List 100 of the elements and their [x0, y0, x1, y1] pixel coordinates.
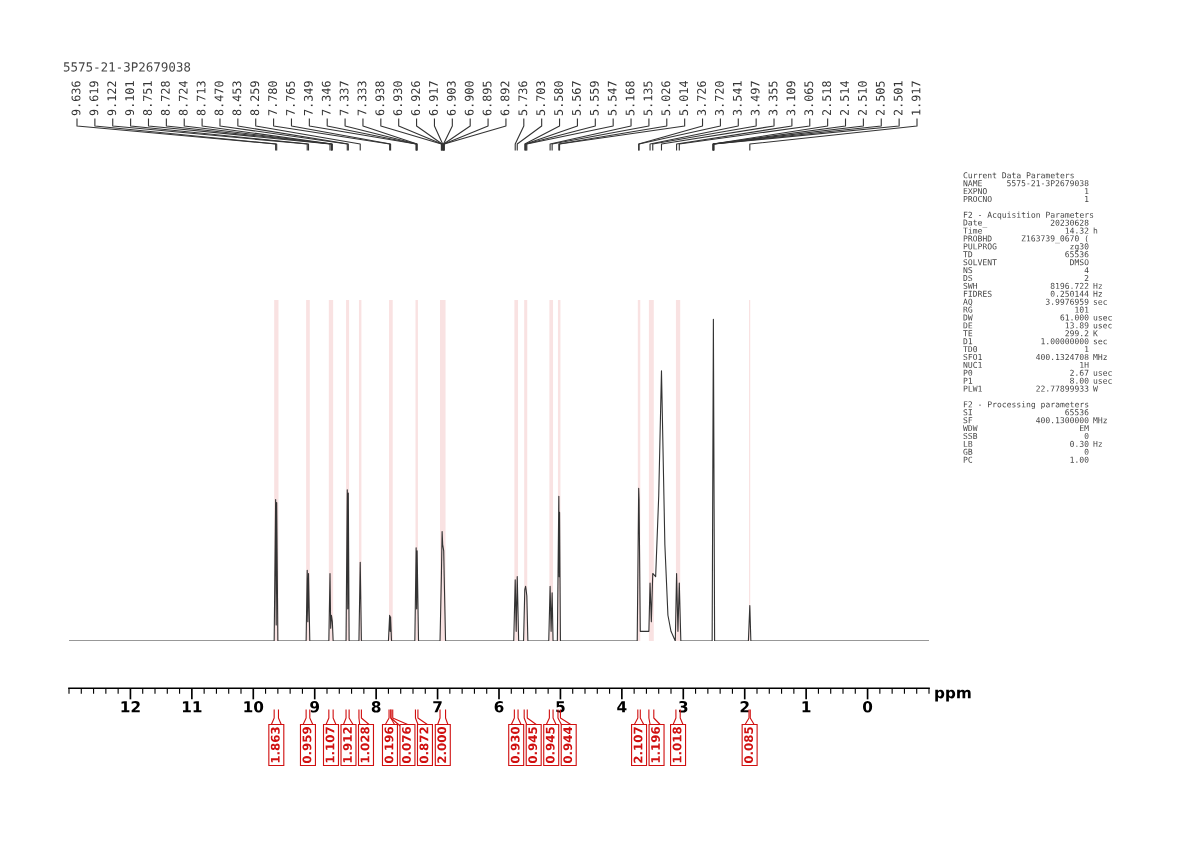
- annotation: 8.453: [232, 81, 242, 116]
- band-label: 0.196: [384, 726, 394, 764]
- band-label: 2.107: [633, 727, 643, 763]
- text: PLW1 22.77899933 W: [963, 385, 1098, 392]
- text: RG 101: [963, 306, 1089, 313]
- annotation: 2.514: [840, 81, 849, 116]
- text: SI 65536: [963, 409, 1089, 416]
- annotation: 8.259: [250, 81, 260, 116]
- annotation: 5.736: [518, 81, 528, 116]
- text: SFO1 400.1324708 MHz: [963, 353, 1107, 361]
- band-label: 0.945: [545, 727, 555, 764]
- text: F2 - Acquisition Parameters: [963, 211, 1094, 220]
- text: NUC1 1H: [963, 361, 1089, 368]
- text: P0 2.67 usec: [963, 369, 1112, 376]
- band-label: 1.018: [672, 727, 682, 763]
- text: P1 8.00 usec: [963, 377, 1112, 384]
- band-label: 2.000: [437, 726, 447, 763]
- annotation: 3.355: [768, 81, 778, 116]
- annotation: 9.636: [71, 81, 81, 116]
- text: GB 0: [963, 448, 1089, 455]
- annotation: 2.501: [893, 81, 903, 116]
- x-tick-label: 12: [121, 700, 140, 713]
- annotation: 5.026: [661, 81, 671, 116]
- annotation: 9.101: [125, 81, 135, 116]
- legend-label: 0.076: [401, 726, 411, 764]
- annotation: 5.135: [643, 81, 653, 116]
- annotation: 5.168: [625, 81, 635, 116]
- x-tick-label: 5: [556, 701, 565, 713]
- annotation: 7.337: [339, 81, 349, 116]
- text: DE 13.89 usec: [963, 322, 1112, 329]
- annotation: 3.720: [714, 81, 724, 116]
- text: LB 0.30 Hz: [963, 440, 1102, 447]
- annotation: 1.917: [911, 81, 921, 115]
- chart-title: 5575-21-3P2679038: [63, 62, 191, 72]
- text: FIDRES 0.250144 Hz: [963, 290, 1102, 297]
- annotation: 2.510: [857, 81, 867, 116]
- x-tick-label: 9: [310, 701, 320, 713]
- annotation: 7.349: [303, 81, 313, 116]
- annotation: 6.917: [428, 81, 438, 116]
- text: SWH 8196.722 Hz: [963, 282, 1102, 289]
- annotation: 6.903: [446, 81, 456, 116]
- text: PROCNO 1: [963, 195, 1089, 203]
- text: SF 400.1300000 MHz: [963, 417, 1107, 424]
- band-label: 1.863: [270, 727, 280, 763]
- text: TD0 1: [963, 346, 1089, 353]
- text: SSB 0: [963, 432, 1089, 440]
- annotation: 5.580: [554, 81, 564, 116]
- text: Current Data Parameters: [963, 172, 1074, 179]
- text: NAME 5575-21-3P2679038: [963, 180, 1089, 187]
- annotation: 6.926: [411, 81, 421, 116]
- text: Date_ 20230628: [963, 219, 1089, 228]
- annotation: 8.713: [196, 81, 206, 116]
- annotation: 7.346: [321, 81, 331, 116]
- annotation: 6.895: [482, 81, 492, 116]
- x-tick-label: 10: [244, 700, 264, 713]
- x-tick-label: 6: [494, 701, 504, 713]
- x-tick-label: 7: [433, 701, 442, 713]
- band-label: 1.107: [325, 727, 335, 763]
- annotation: 3.109: [786, 81, 796, 116]
- annotation: 5.547: [607, 81, 617, 116]
- text: Time 14.32 h: [963, 227, 1098, 234]
- band-label: 1.028: [360, 727, 370, 763]
- annotation: 3.541: [732, 81, 742, 116]
- x-tick-label: 4: [617, 701, 627, 713]
- band-label: 0.944: [563, 726, 573, 764]
- x-tick-label: 8: [371, 700, 381, 713]
- text: PULPROG zg30: [963, 243, 1089, 252]
- text: NS 4: [963, 267, 1089, 274]
- text: TD 65536: [963, 251, 1089, 258]
- annotation: 6.930: [393, 81, 403, 116]
- x-tick-label: 0: [862, 700, 873, 713]
- band-label: 0.959: [302, 727, 312, 764]
- band-label: 0.945: [528, 727, 538, 764]
- band-label: 1.196: [651, 726, 660, 763]
- annotation: 6.900: [464, 81, 474, 116]
- annotation: 8.728: [160, 81, 170, 116]
- annotation: 5.567: [571, 81, 581, 116]
- band-label: 0.930: [510, 726, 520, 764]
- annotation: 2.518: [822, 81, 832, 116]
- annotation: 7.765: [286, 81, 295, 116]
- band-label: 0.085: [744, 727, 754, 764]
- annotation: 5.703: [536, 81, 546, 116]
- text: AQ 3.9976959 sec: [963, 298, 1107, 306]
- annotation: 9.122: [107, 81, 117, 116]
- text: DW 61.000 usec: [963, 314, 1112, 321]
- x-tick-label: 3: [678, 700, 688, 713]
- x-tick-label: 2: [740, 700, 749, 713]
- x-tick-label: 11: [182, 701, 202, 713]
- annotation: 5.559: [589, 81, 599, 116]
- annotation: 6.938: [375, 81, 385, 116]
- annotation: 8.751: [143, 81, 152, 116]
- text: EXPNO 1: [963, 188, 1089, 195]
- text: PROBHD Z163739_0670 (: [963, 235, 1088, 244]
- annotation: 7.780: [268, 81, 278, 116]
- text: TE 299.2 K: [963, 330, 1098, 337]
- annotation: 2.505: [875, 81, 885, 116]
- annotation: 5.014: [679, 81, 689, 116]
- annotation: 8.724: [178, 81, 188, 116]
- text: D1 1.00000000 sec: [963, 338, 1107, 345]
- text: SOLVENT DMSO: [963, 259, 1089, 266]
